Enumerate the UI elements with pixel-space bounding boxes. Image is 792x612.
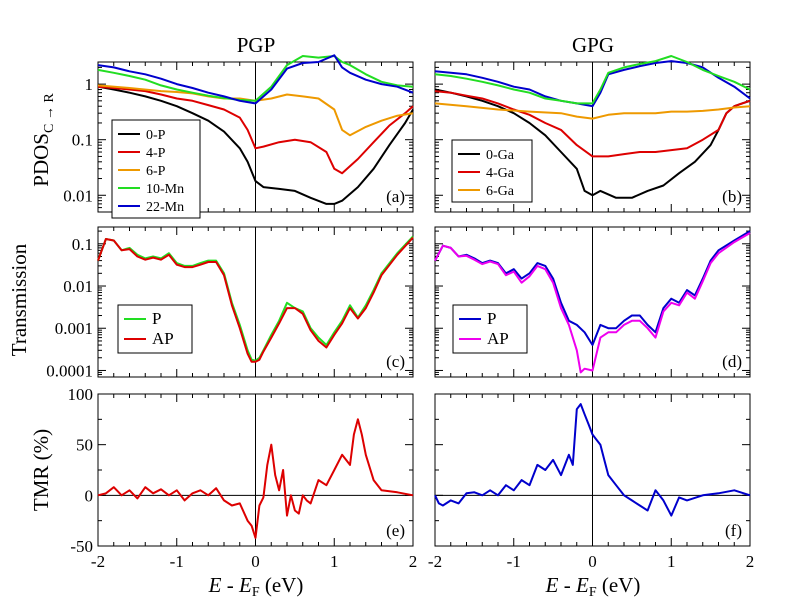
series-line-f-0 <box>434 403 751 517</box>
legend-label-a: 6-P <box>146 164 166 179</box>
ytick-label-a: 0.01 <box>63 186 93 205</box>
series-line-c-1 <box>97 236 414 363</box>
legend-box-d <box>452 304 528 354</box>
pdos-ylabel: PDOSC → R <box>29 93 57 187</box>
ytick-label-e: 100 <box>68 385 94 404</box>
legend-label-b: 0-Ga <box>486 148 515 163</box>
xtick-label-f: 1 <box>667 552 676 571</box>
legend-label-b: 4-Ga <box>486 166 515 181</box>
panel-b: (b) 0-Ga 4-Ga 6-Ga <box>434 55 751 213</box>
legend-box-a <box>111 119 201 219</box>
series-line-b-2 <box>434 102 751 120</box>
panel-e: -2 -1 0 1 2 -50 0 50 100 (e) <box>68 385 418 571</box>
series-line-a-0 <box>97 85 414 205</box>
legend-label-d: P <box>487 309 496 328</box>
ytick-label-c: 0.1 <box>72 235 93 254</box>
legend-box-c <box>117 304 193 354</box>
xtick-label-e: 2 <box>409 552 418 571</box>
panel-c: 0.0001 0.001 0.01 0.1 (c) PAP <box>46 226 414 380</box>
series-line-b-4 <box>434 55 751 105</box>
xtick-label-e: -2 <box>91 552 105 571</box>
xtick-label-e: -1 <box>170 552 184 571</box>
ytick-label-e: -50 <box>70 537 93 556</box>
pdos-ylabel-sub: C → R <box>42 93 57 133</box>
xtick-label-e: 1 <box>330 552 339 571</box>
ytick-label-e: 0 <box>85 486 94 505</box>
column-title-gpg: GPG <box>572 33 614 57</box>
legend-label-a: 22-Mn <box>146 200 184 215</box>
legend-label-b: 6-Ga <box>486 184 515 199</box>
legend-label-a: 0-P <box>146 128 166 143</box>
xtick-label-f: -1 <box>507 552 521 571</box>
panel-label-b: (b) <box>722 187 742 206</box>
series-line-a-1 <box>97 85 414 175</box>
series-line-a-2 <box>97 84 414 137</box>
xtick-label-f: 0 <box>588 552 597 571</box>
panel-label-e: (e) <box>386 521 405 540</box>
series-line-d-1 <box>434 232 751 374</box>
xlabel-right: E - EF (eV) <box>545 573 641 600</box>
legend-label-c: AP <box>152 329 174 348</box>
xtick-label-e: 0 <box>251 552 260 571</box>
legend-label-a: 10-Mn <box>146 182 184 197</box>
panel-label-a: (a) <box>386 187 405 206</box>
legend-label-d: AP <box>487 329 509 348</box>
ytick-label-a: 1 <box>85 75 94 94</box>
pdos-ylabel-main: PDOS <box>29 133 53 187</box>
ytick-label-c: 0.001 <box>55 319 93 338</box>
series-line-b-1 <box>434 90 751 158</box>
ytick-label-e: 50 <box>76 436 93 455</box>
transmission-ylabel: Transmission <box>7 243 31 356</box>
legend-label-a: 4-P <box>146 146 166 161</box>
panel-label-c: (c) <box>386 352 405 371</box>
panel-label-d: (d) <box>722 352 742 371</box>
xtick-label-f: 2 <box>746 552 755 571</box>
column-title-pgp: PGP <box>237 33 276 57</box>
xlabel-left: E - EF (eV) <box>208 573 304 600</box>
ytick-label-c: 0.01 <box>63 277 93 296</box>
legend-label-c: P <box>152 309 161 328</box>
ytick-label-c: 0.0001 <box>46 361 93 380</box>
series-line-a-3 <box>97 55 414 102</box>
series-line-e-0 <box>97 418 414 539</box>
panel-d: (d) PAP <box>434 226 751 378</box>
panel-a: 0.01 0.1 1 (a) 0-P 4-P 6-P 10-Mn 22-Mn <box>63 54 414 219</box>
xtick-label-f: -2 <box>428 552 442 571</box>
tmr-ylabel: TMR (%) <box>29 429 53 511</box>
panel-f: -2 -1 0 1 2(f) <box>428 393 755 571</box>
panel-label-f: (f) <box>725 521 742 540</box>
ytick-label-a: 0.1 <box>72 131 93 150</box>
series-line-a-4 <box>97 54 414 105</box>
